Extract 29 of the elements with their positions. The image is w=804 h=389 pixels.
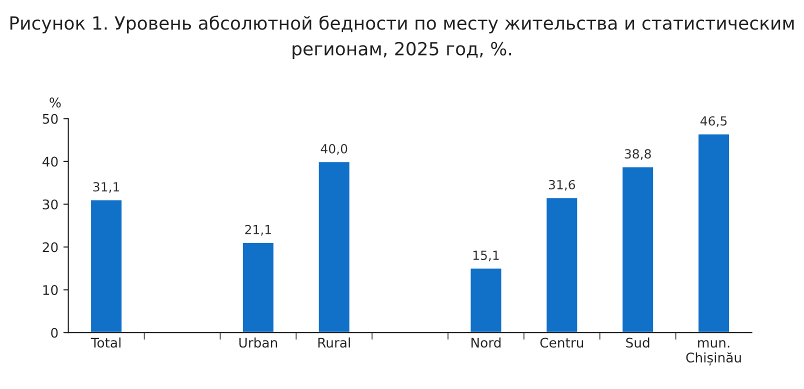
data-label: 31,6 xyxy=(548,180,576,191)
y-tick-label: 40 xyxy=(42,156,58,167)
data-label: 40,0 xyxy=(320,144,348,155)
x-tick-label: Rural xyxy=(318,337,350,348)
y-tick-label: 20 xyxy=(42,242,58,252)
x-tick-label: Total xyxy=(90,337,120,348)
y-tick-label: 50 xyxy=(42,114,58,124)
chart-title: Рисунок 1. Уровень абсолютной бедности по месту жительства и статистическим регионам, 2025 год, %. xyxy=(10,16,794,60)
data-label: 21,1 xyxy=(245,224,271,236)
y-tick-label: 10 xyxy=(43,285,58,296)
y-tick-label: 30 xyxy=(42,199,58,210)
bar xyxy=(697,132,730,333)
bar xyxy=(545,196,579,333)
data-label: 46,5 xyxy=(700,116,727,127)
data-label: 15,1 xyxy=(473,250,499,262)
x-tick-label: Urban xyxy=(239,337,278,348)
x-tick-label: mun. Chișinău xyxy=(686,340,741,366)
bar xyxy=(90,198,123,333)
y-tick-label: 0 xyxy=(51,328,58,338)
bar xyxy=(469,267,503,333)
x-tick-label: Nord xyxy=(472,337,501,348)
x-tick-label: Centru xyxy=(540,338,584,348)
bar xyxy=(242,242,275,333)
data-label: 38,8 xyxy=(624,149,651,160)
x-tick-label: Sud xyxy=(626,337,650,348)
y-axis-title: % xyxy=(50,98,61,108)
bar xyxy=(317,160,351,333)
bar xyxy=(621,166,654,333)
data-label: 31,1 xyxy=(93,182,120,193)
